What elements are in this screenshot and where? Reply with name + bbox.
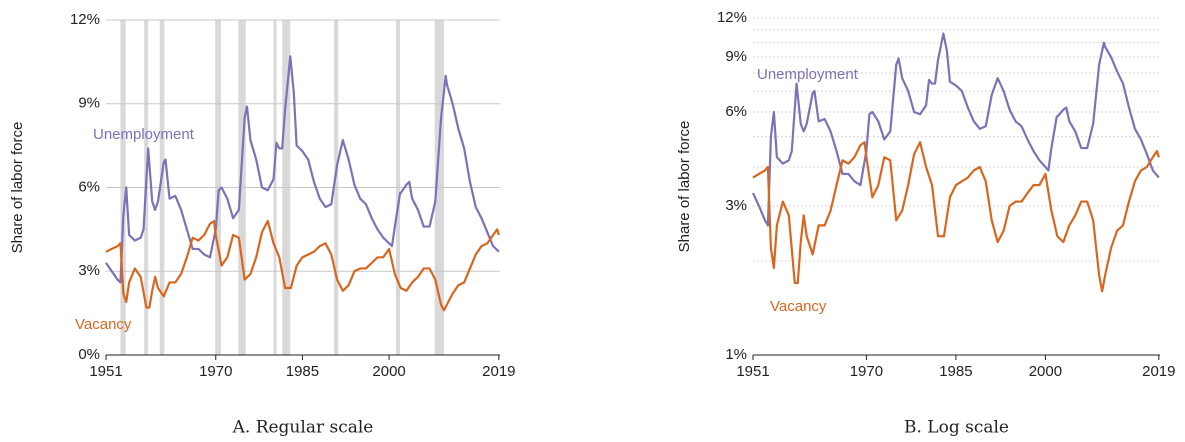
series-label: Unemployment: [93, 126, 195, 143]
y-tick-label: 9%: [78, 95, 100, 112]
panel-title: A. Regular scale: [232, 418, 374, 438]
series-label: Vacancy: [75, 316, 132, 333]
y-tick-label: 6%: [78, 178, 100, 195]
y-axis-label: Share of labor force: [9, 122, 26, 254]
y-tick-label: 12%: [70, 11, 100, 28]
y-axis-label: Share of labor force: [676, 121, 693, 253]
x-tick-label: 2000: [1029, 363, 1062, 380]
panel-title: B. Log scale: [904, 418, 1009, 438]
panel: 1% 3% 6% 9% 12% 1951 1970 1985 2000 2019 Unemploym…: [676, 9, 1176, 438]
x-tick-label: 1985: [939, 363, 972, 380]
panel: 0% 3% 6% 9% 12% 1951 1970 1985 2000 2019 Unemploym…: [9, 11, 516, 438]
series-line: [752, 32, 1160, 227]
y-tick-label: 0%: [78, 346, 100, 363]
y-tick-label: 1%: [725, 346, 747, 363]
y-tick-label: 6%: [725, 103, 747, 120]
series-line: [105, 55, 500, 284]
y-tick-label: 9%: [725, 48, 747, 65]
x-tick-label: 2000: [372, 363, 405, 380]
x-tick-label: 1951: [89, 363, 122, 380]
series-line: [752, 141, 1160, 293]
x-tick-label: 1970: [850, 363, 883, 380]
x-tick-label: 1970: [199, 363, 232, 380]
series-line: [105, 219, 500, 312]
x-tick-label: 1951: [736, 363, 769, 380]
y-tick-label: 12%: [717, 9, 747, 26]
y-tick-label: 3%: [78, 262, 100, 279]
x-tick-label: 1985: [286, 363, 319, 380]
x-tick-label: 2019: [1142, 363, 1175, 380]
series-label: Vacancy: [770, 298, 827, 315]
y-tick-label: 3%: [725, 197, 747, 214]
series-label: Unemployment: [757, 66, 859, 83]
x-tick-label: 2019: [482, 363, 515, 380]
